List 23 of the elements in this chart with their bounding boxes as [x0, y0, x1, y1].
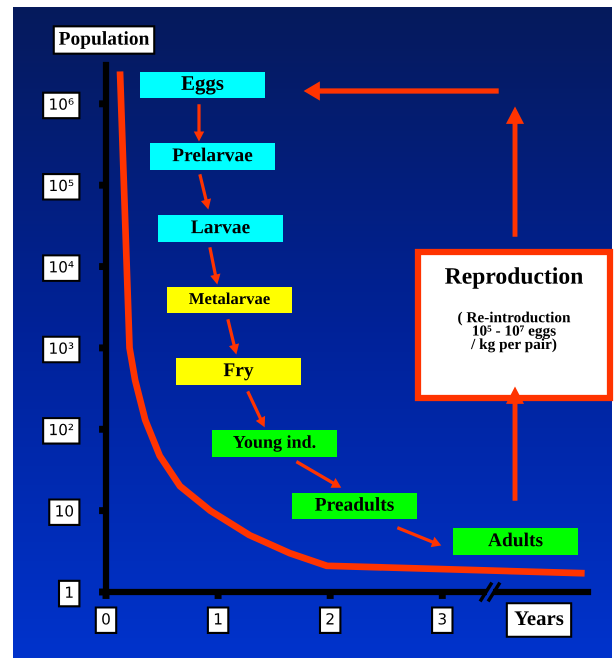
annotation: Young ind. [233, 435, 316, 452]
x-tick-label: 3 [438, 613, 446, 625]
x-tick-label: 2 [326, 613, 334, 624]
annotation: Reproduction [445, 267, 583, 289]
y-tick-label: 10⁶ [50, 98, 74, 110]
y-tick-label: 1 [66, 586, 73, 598]
annotation: Larvae [191, 220, 250, 234]
y-tick-label: 10 [56, 505, 74, 517]
y-tick-label: 10³ [50, 342, 74, 354]
y-tick-label: 10² [50, 424, 74, 436]
annotation: ( Re-introduction 10⁵ - 10⁷ eggs / kg per pair) [458, 312, 570, 352]
y-tick-label: 10⁵ [50, 180, 74, 192]
x-axis-title: Years [514, 611, 564, 626]
x-tick-label: 1 [214, 613, 222, 624]
annotation: Eggs [181, 76, 224, 94]
y-tick-label: 10⁴ [50, 261, 74, 273]
annotation: Prelarvae [172, 148, 252, 162]
x-tick-label: 0 [102, 613, 110, 625]
annotation: Adults [488, 532, 543, 546]
y-axis-title: Population [58, 31, 150, 49]
annotation: Preadults [315, 497, 394, 511]
annotation: Fry [224, 363, 254, 380]
annotation: Metalarvae [189, 292, 270, 304]
